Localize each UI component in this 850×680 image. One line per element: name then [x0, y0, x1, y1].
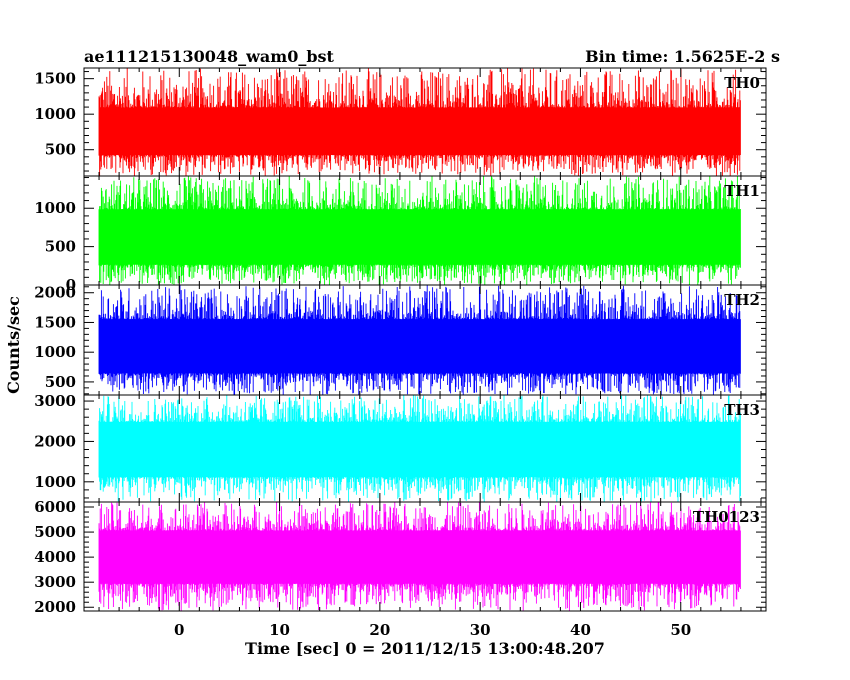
y-tick-label: 4000 [34, 548, 76, 566]
y-tick-label: 1000 [34, 105, 76, 123]
series-th3-signal [98, 395, 741, 502]
x-tick-label: 40 [570, 621, 591, 639]
panel-label-th0: TH0 [724, 74, 760, 92]
series-th2-signal [98, 285, 741, 395]
series-th0123-signal [98, 502, 741, 611]
y-tick-label: 3000 [34, 573, 76, 591]
x-tick-label: 50 [670, 621, 691, 639]
panel-label-th1: TH1 [724, 182, 760, 200]
chart-title: ae111215130048_wam0_bst [84, 47, 335, 66]
y-tick-label: 500 [45, 373, 76, 391]
y-tick-label: 6000 [34, 498, 76, 516]
y-tick-label: 5000 [34, 523, 76, 541]
x-tick-label: 0 [174, 621, 184, 639]
y-tick-label: 2000 [34, 598, 76, 616]
y-tick-label: 1500 [34, 70, 76, 88]
chart-subtitle: Bin time: 1.5625E-2 s [585, 47, 780, 66]
y-tick-label: 2000 [34, 284, 76, 302]
x-tick-label: 10 [269, 621, 290, 639]
panel-label-th2: TH2 [724, 291, 760, 309]
panel-label-th3: TH3 [724, 401, 760, 419]
panel-label-th0123: TH0123 [693, 508, 760, 526]
x-axis-label: Time [sec] 0 = 2011/12/15 13:00:48.207 [245, 639, 605, 658]
y-tick-label: 2000 [34, 432, 76, 450]
y-axis-label: Counts/sec [4, 296, 23, 394]
x-tick-label: 30 [470, 621, 491, 639]
y-tick-label: 1500 [34, 313, 76, 331]
y-tick-label: 500 [45, 238, 76, 256]
y-tick-label: 1000 [34, 343, 76, 361]
panel-th0123-frame [83, 501, 767, 612]
y-tick-label: 1000 [34, 199, 76, 217]
series-th0-signal [98, 68, 741, 176]
y-tick-label: 3000 [34, 392, 76, 410]
y-tick-label: 0 [66, 276, 76, 294]
series-th1-signal [98, 176, 741, 285]
x-tick-label: 20 [369, 621, 390, 639]
y-tick-label: 500 [45, 141, 76, 159]
y-tick-label: 1000 [34, 473, 76, 491]
